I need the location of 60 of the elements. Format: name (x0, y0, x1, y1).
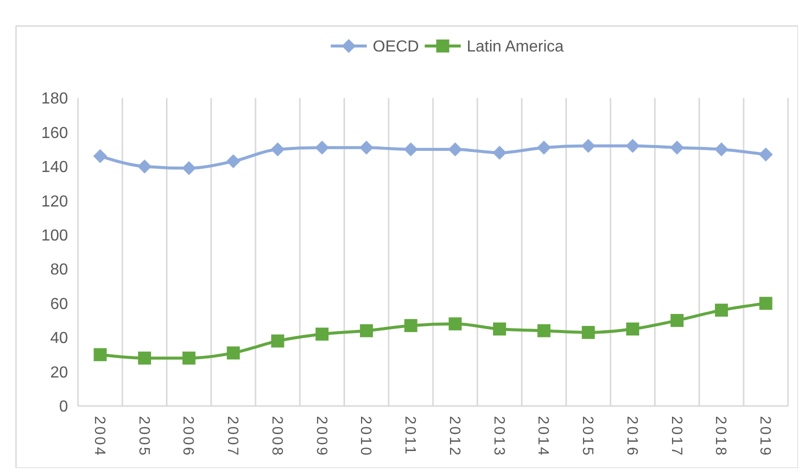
point (404, 142, 418, 156)
point (182, 352, 196, 365)
y-tick-label: 160 (41, 124, 68, 142)
y-tick-label: 80 (50, 262, 68, 279)
x-tick-label: 2018 (712, 416, 730, 458)
point (492, 146, 507, 160)
point (670, 314, 684, 327)
x-tick-label: 2016 (623, 416, 640, 458)
point (714, 304, 728, 317)
y-tick-label: 0 (59, 398, 68, 416)
y-tick-label: 180 (41, 90, 68, 108)
x-tick-label: 2009 (312, 416, 330, 458)
point (493, 322, 506, 336)
x-tick-label: 2008 (268, 416, 286, 458)
point (759, 296, 772, 310)
point (582, 326, 595, 339)
y-tick-label: 60 (50, 296, 68, 313)
point (581, 138, 596, 153)
point (626, 322, 640, 336)
point (537, 324, 550, 338)
point (94, 348, 107, 362)
y-tick-label: 20 (50, 364, 68, 382)
point (226, 154, 240, 168)
y-tick-label: 40 (50, 330, 68, 348)
x-tick-label: 2019 (756, 416, 774, 458)
point (714, 142, 728, 156)
legend-label: Latin America (466, 38, 564, 56)
point (404, 319, 418, 332)
x-tick-label: 2007 (224, 416, 242, 458)
point (138, 352, 152, 365)
x-tick-label: 2011 (402, 416, 419, 456)
x-tick-label: 2013 (490, 416, 508, 458)
point (670, 140, 684, 155)
y-tick-label: 100 (41, 227, 68, 244)
point (93, 149, 108, 164)
point (226, 346, 240, 360)
point (626, 138, 640, 153)
x-tick-label: 2015 (579, 416, 596, 458)
point (360, 324, 373, 338)
point (316, 328, 329, 341)
point (138, 159, 152, 174)
point (315, 140, 330, 155)
x-tick-label: 2012 (446, 416, 463, 458)
point (758, 147, 773, 162)
x-tick-label: 2006 (180, 416, 197, 458)
x-tick-label: 2004 (90, 416, 108, 458)
point (270, 142, 285, 156)
y-tick-label: 140 (41, 159, 68, 176)
legend-label: OECD (372, 38, 419, 56)
y-tick-label: 120 (41, 193, 68, 210)
point (182, 161, 196, 176)
x-tick-label: 2010 (357, 416, 374, 458)
x-tick-label: 2005 (135, 416, 152, 458)
x-tick-label: 2014 (534, 416, 552, 458)
point (359, 140, 374, 155)
x-tick-label: 2017 (668, 416, 685, 458)
point (536, 140, 551, 155)
point (271, 334, 284, 348)
point (448, 142, 462, 156)
point (448, 317, 462, 330)
